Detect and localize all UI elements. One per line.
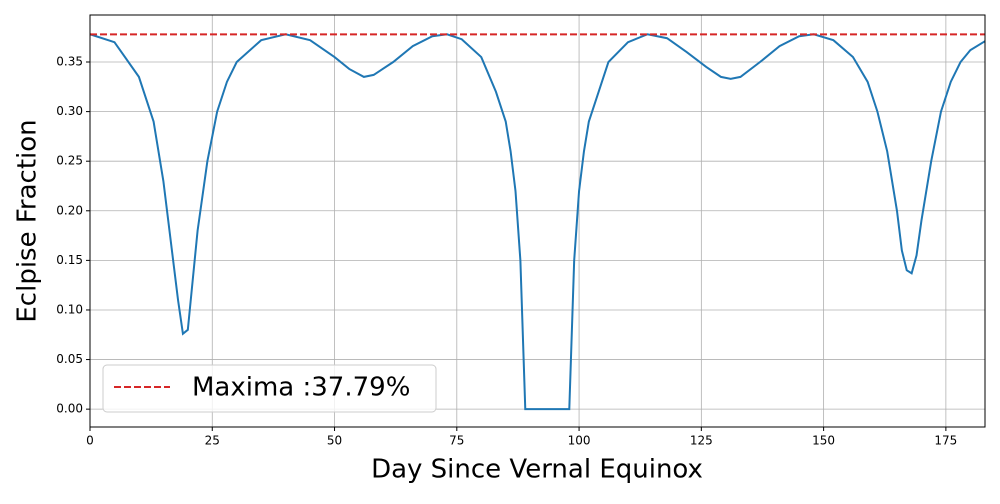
x-axis-label: Day Since Vernal Equinox [371, 455, 703, 485]
frame [89, 14, 986, 428]
x-tick-label: 175 [934, 434, 957, 448]
x-tick-label: 125 [690, 434, 713, 448]
line-series [89, 33, 986, 411]
y-tick-label: 0.35 [56, 55, 83, 69]
y-tick-label: 0.10 [56, 302, 83, 316]
x-tick-label: 50 [327, 434, 342, 448]
y-tick-label: 0.05 [56, 352, 83, 366]
x-tick-label: 25 [205, 434, 220, 448]
y-tick-label: 0.00 [56, 402, 83, 416]
x-tick-label: 100 [568, 434, 591, 448]
y-tick-label: 0.30 [56, 104, 83, 118]
legend-label: Maxima :37.79% [192, 373, 410, 403]
y-tick-label: 0.15 [56, 253, 83, 267]
y-tick-label: 0.20 [56, 203, 83, 217]
x-tick-label: 150 [812, 434, 835, 448]
y-tick-label: 0.25 [56, 154, 83, 168]
legend-box [102, 364, 437, 413]
x-tick-label: 75 [449, 434, 464, 448]
x-tick-label: 0 [86, 434, 94, 448]
y-axis-label: Eclpise Fraction [13, 119, 43, 322]
